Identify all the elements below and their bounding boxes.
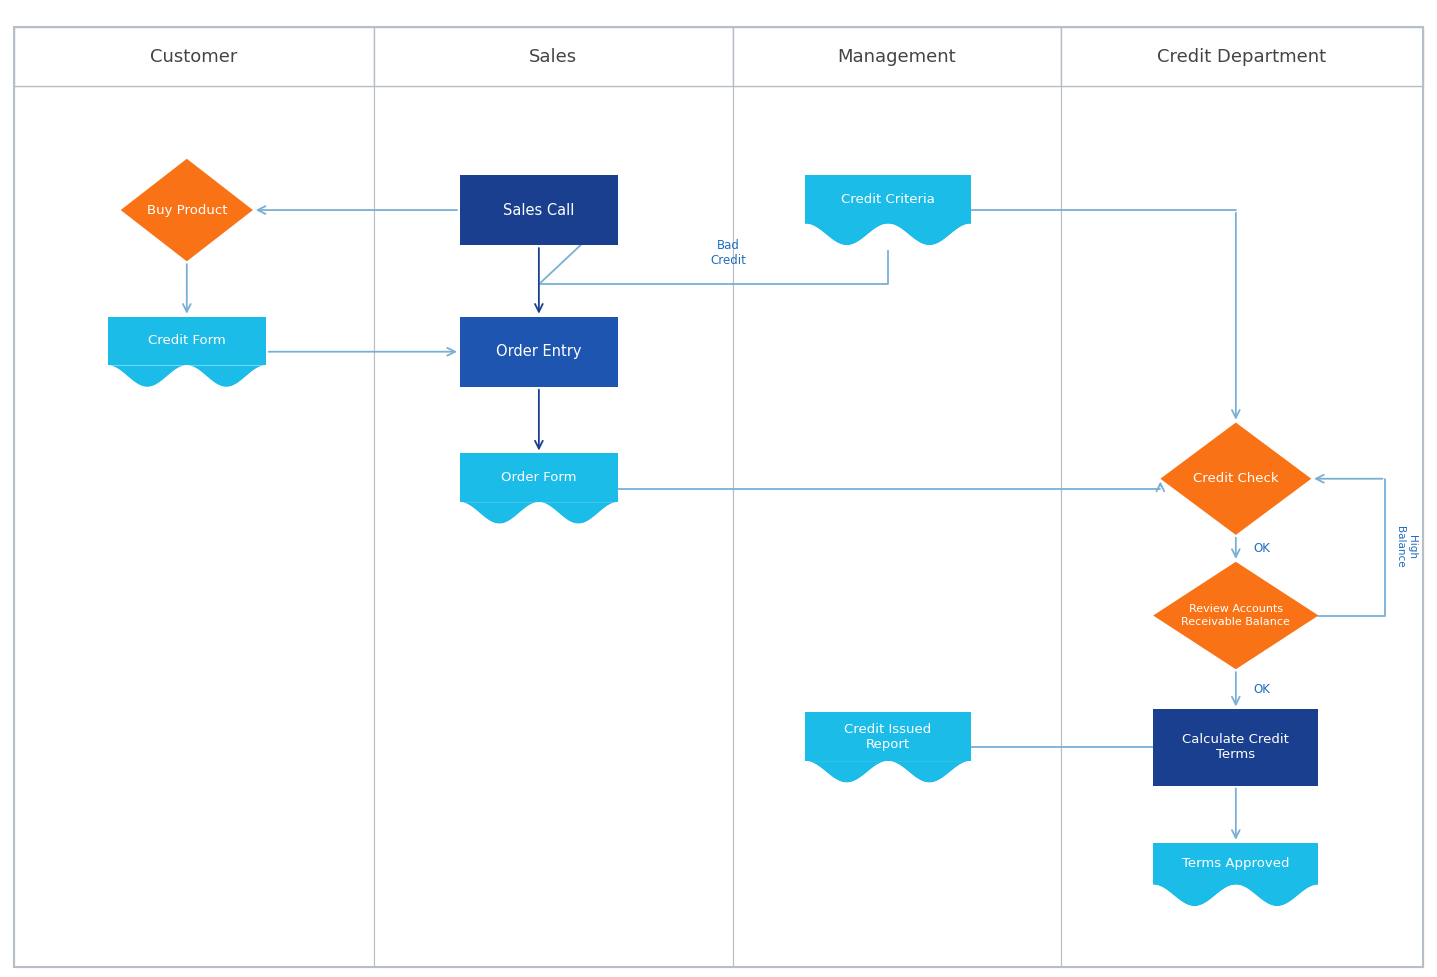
Polygon shape bbox=[108, 365, 266, 392]
Text: Credit Department: Credit Department bbox=[1157, 48, 1326, 65]
Text: Order Entry: Order Entry bbox=[496, 344, 582, 360]
Text: Credit Check: Credit Check bbox=[1193, 472, 1279, 486]
Bar bbox=[1061, 27, 1423, 86]
Text: Credit Criteria: Credit Criteria bbox=[841, 192, 935, 206]
Polygon shape bbox=[460, 502, 618, 524]
Text: Credit Form: Credit Form bbox=[148, 334, 226, 348]
Text: Bad
Credit: Bad Credit bbox=[710, 238, 746, 267]
Text: Sales Call: Sales Call bbox=[503, 202, 575, 218]
Polygon shape bbox=[1152, 562, 1319, 669]
Text: Order Form: Order Form bbox=[502, 471, 576, 485]
Text: Management: Management bbox=[838, 48, 956, 65]
Text: Receivable Balance: Receivable Balance bbox=[1181, 616, 1290, 627]
Bar bbox=[805, 712, 971, 761]
Text: High
Balance: High Balance bbox=[1395, 527, 1417, 568]
Text: OK: OK bbox=[1253, 542, 1270, 555]
Text: Calculate Credit
Terms: Calculate Credit Terms bbox=[1183, 734, 1289, 761]
Text: Customer: Customer bbox=[151, 48, 237, 65]
Bar bbox=[14, 27, 374, 86]
Polygon shape bbox=[108, 365, 266, 387]
Polygon shape bbox=[805, 224, 971, 245]
Bar bbox=[1152, 842, 1318, 885]
Text: Buy Product: Buy Product bbox=[147, 203, 227, 217]
Polygon shape bbox=[460, 502, 618, 529]
Bar bbox=[805, 175, 971, 224]
Polygon shape bbox=[805, 761, 971, 787]
Polygon shape bbox=[1161, 422, 1312, 535]
Text: Review Accounts: Review Accounts bbox=[1188, 604, 1283, 615]
Bar bbox=[374, 86, 733, 967]
Polygon shape bbox=[805, 224, 971, 250]
Bar bbox=[1152, 709, 1318, 786]
Polygon shape bbox=[805, 761, 971, 783]
Polygon shape bbox=[121, 158, 253, 261]
Bar bbox=[1061, 86, 1423, 967]
Text: OK: OK bbox=[1253, 683, 1270, 696]
Bar bbox=[460, 453, 618, 502]
Text: Terms Approved: Terms Approved bbox=[1183, 857, 1289, 871]
Polygon shape bbox=[1152, 885, 1319, 911]
Bar bbox=[460, 175, 618, 245]
Bar bbox=[733, 86, 1061, 967]
Text: Credit Issued
Report: Credit Issued Report bbox=[845, 723, 931, 750]
Bar bbox=[460, 317, 618, 387]
Bar bbox=[108, 317, 266, 365]
Polygon shape bbox=[1152, 885, 1319, 906]
Bar bbox=[733, 27, 1061, 86]
Bar bbox=[14, 86, 374, 967]
Text: Sales: Sales bbox=[529, 48, 578, 65]
Bar bbox=[374, 27, 733, 86]
